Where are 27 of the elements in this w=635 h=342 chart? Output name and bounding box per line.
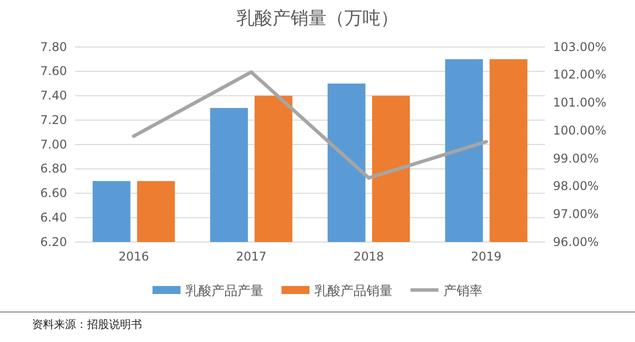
y2-tick-label: 103.00%	[553, 40, 606, 54]
chart-title: 乳酸产销量（万吨）	[236, 8, 398, 29]
y2-tick-label: 97.00%	[553, 206, 599, 221]
y-tick-label: 7.00	[40, 137, 67, 152]
legend-label: 乳酸产品销量	[314, 284, 392, 299]
legend-label: 乳酸产品产量	[186, 284, 264, 299]
y-tick-label: 6.80	[40, 162, 67, 176]
y-tick-label: 7.60	[40, 64, 67, 78]
y-tick-label: 7.40	[40, 88, 67, 103]
x-tick-label: 2018	[353, 250, 384, 264]
y2-tick-label: 96.00%	[553, 234, 599, 249]
y-tick-label: 7.20	[40, 112, 67, 127]
x-tick-label: 2019	[470, 250, 502, 264]
y2-tick-label: 98.00%	[553, 179, 599, 194]
x-tick-label: 2016	[118, 250, 150, 264]
y-tick-label: 7.80	[40, 40, 67, 54]
x-tick-label: 2017	[236, 250, 267, 264]
y-tick-label: 6.20	[40, 234, 67, 249]
y2-tick-label: 102.00%	[553, 68, 606, 82]
y2-tick-label: 100.00%	[553, 123, 606, 138]
y2-tick-label: 99.00%	[553, 151, 599, 166]
y2-tick-label: 101.00%	[553, 96, 606, 110]
y-tick-label: 6.40	[40, 210, 67, 224]
line-series	[132, 70, 488, 180]
text: 资料来源：招股说明书	[32, 318, 142, 331]
y-tick-label: 6.60	[40, 186, 67, 200]
legend-label: 产销率	[444, 283, 482, 299]
